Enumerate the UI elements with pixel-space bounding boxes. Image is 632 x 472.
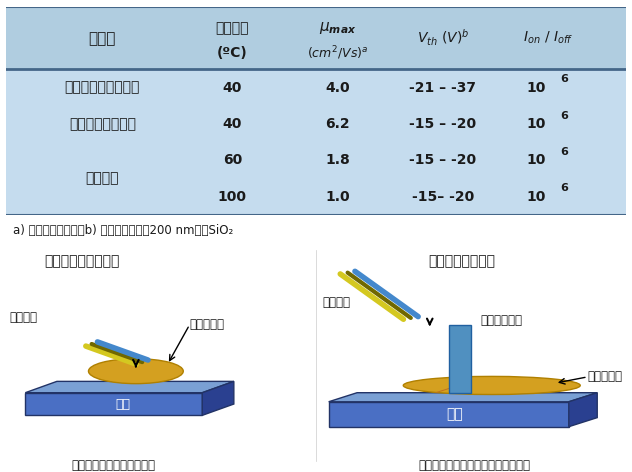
Text: 真空蒸着: 真空蒸着 xyxy=(85,171,119,185)
Text: 多結晶薄膜: 多結晶薄膜 xyxy=(190,318,224,331)
Text: (ºC): (ºC) xyxy=(217,46,248,60)
Polygon shape xyxy=(569,393,597,427)
Text: 1.0: 1.0 xyxy=(325,190,350,203)
Text: -21 – -37: -21 – -37 xyxy=(410,81,477,94)
Text: 1.8: 1.8 xyxy=(325,153,350,167)
Text: 10: 10 xyxy=(526,190,545,203)
Text: 6: 6 xyxy=(560,110,568,120)
Text: ドロップキャスト法: ドロップキャスト法 xyxy=(44,254,120,269)
Text: 6: 6 xyxy=(560,147,568,157)
Text: 6: 6 xyxy=(560,74,568,84)
Text: 60: 60 xyxy=(222,153,242,167)
Text: 溶液滴下: 溶液滴下 xyxy=(322,295,350,309)
Text: $\mathit{V}_{th}\ (V)^b$: $\mathit{V}_{th}\ (V)^b$ xyxy=(416,28,469,49)
Text: 溶液保持基板に向かって溶媒が蒸発: 溶液保持基板に向かって溶媒が蒸発 xyxy=(418,459,530,472)
Text: 10: 10 xyxy=(526,153,545,167)
Polygon shape xyxy=(449,325,471,393)
Text: エッジキャスト法: エッジキャスト法 xyxy=(69,117,136,131)
Text: 溶液滴下: 溶液滴下 xyxy=(9,312,37,324)
Ellipse shape xyxy=(88,359,183,384)
Text: 4.0: 4.0 xyxy=(325,81,350,94)
Text: 100: 100 xyxy=(218,190,247,203)
Text: 結晶性薄膜: 結晶性薄膜 xyxy=(588,371,623,383)
Text: 基板温度: 基板温度 xyxy=(216,21,249,35)
Text: 6: 6 xyxy=(560,183,568,193)
Text: $\mu_\mathregular{max}$: $\mu_\mathregular{max}$ xyxy=(319,20,356,36)
Polygon shape xyxy=(25,381,234,393)
Polygon shape xyxy=(434,384,466,393)
Text: 基板: 基板 xyxy=(447,407,463,421)
Text: $(cm^2/Vs)^a$: $(cm^2/Vs)^a$ xyxy=(307,44,368,61)
Text: $\mathit{I}_{on}\ /\ \mathit{I}_{off}$: $\mathit{I}_{on}\ /\ \mathit{I}_{off}$ xyxy=(523,30,573,46)
Polygon shape xyxy=(329,402,569,427)
Polygon shape xyxy=(329,393,597,402)
Text: 製膜法: 製膜法 xyxy=(88,31,116,46)
Text: 40: 40 xyxy=(222,117,242,131)
Text: 10: 10 xyxy=(526,117,545,131)
Bar xyxy=(6,7,626,69)
Text: エッジキャスト法: エッジキャスト法 xyxy=(428,254,495,269)
Text: 10: 10 xyxy=(526,81,545,94)
Text: a) 飽和領域で評価、b) ゲート絶縁膜は200 nm厚のSiO₂: a) 飽和領域で評価、b) ゲート絶縁膜は200 nm厚のSiO₂ xyxy=(13,224,233,236)
Polygon shape xyxy=(202,381,234,415)
Polygon shape xyxy=(25,393,202,415)
Text: ドロップキャスト法: ドロップキャスト法 xyxy=(64,81,140,94)
Text: -15 – -20: -15 – -20 xyxy=(410,153,477,167)
Text: 液滴の周囲から溶媒が蒸発: 液滴の周囲から溶媒が蒸発 xyxy=(72,459,155,472)
Text: -15 – -20: -15 – -20 xyxy=(410,117,477,131)
Text: 基板: 基板 xyxy=(116,397,131,411)
Text: 6.2: 6.2 xyxy=(325,117,350,131)
Text: 溶液保持基板: 溶液保持基板 xyxy=(480,314,522,327)
Text: -15– -20: -15– -20 xyxy=(412,190,474,203)
Ellipse shape xyxy=(403,376,580,395)
Text: 40: 40 xyxy=(222,81,242,94)
